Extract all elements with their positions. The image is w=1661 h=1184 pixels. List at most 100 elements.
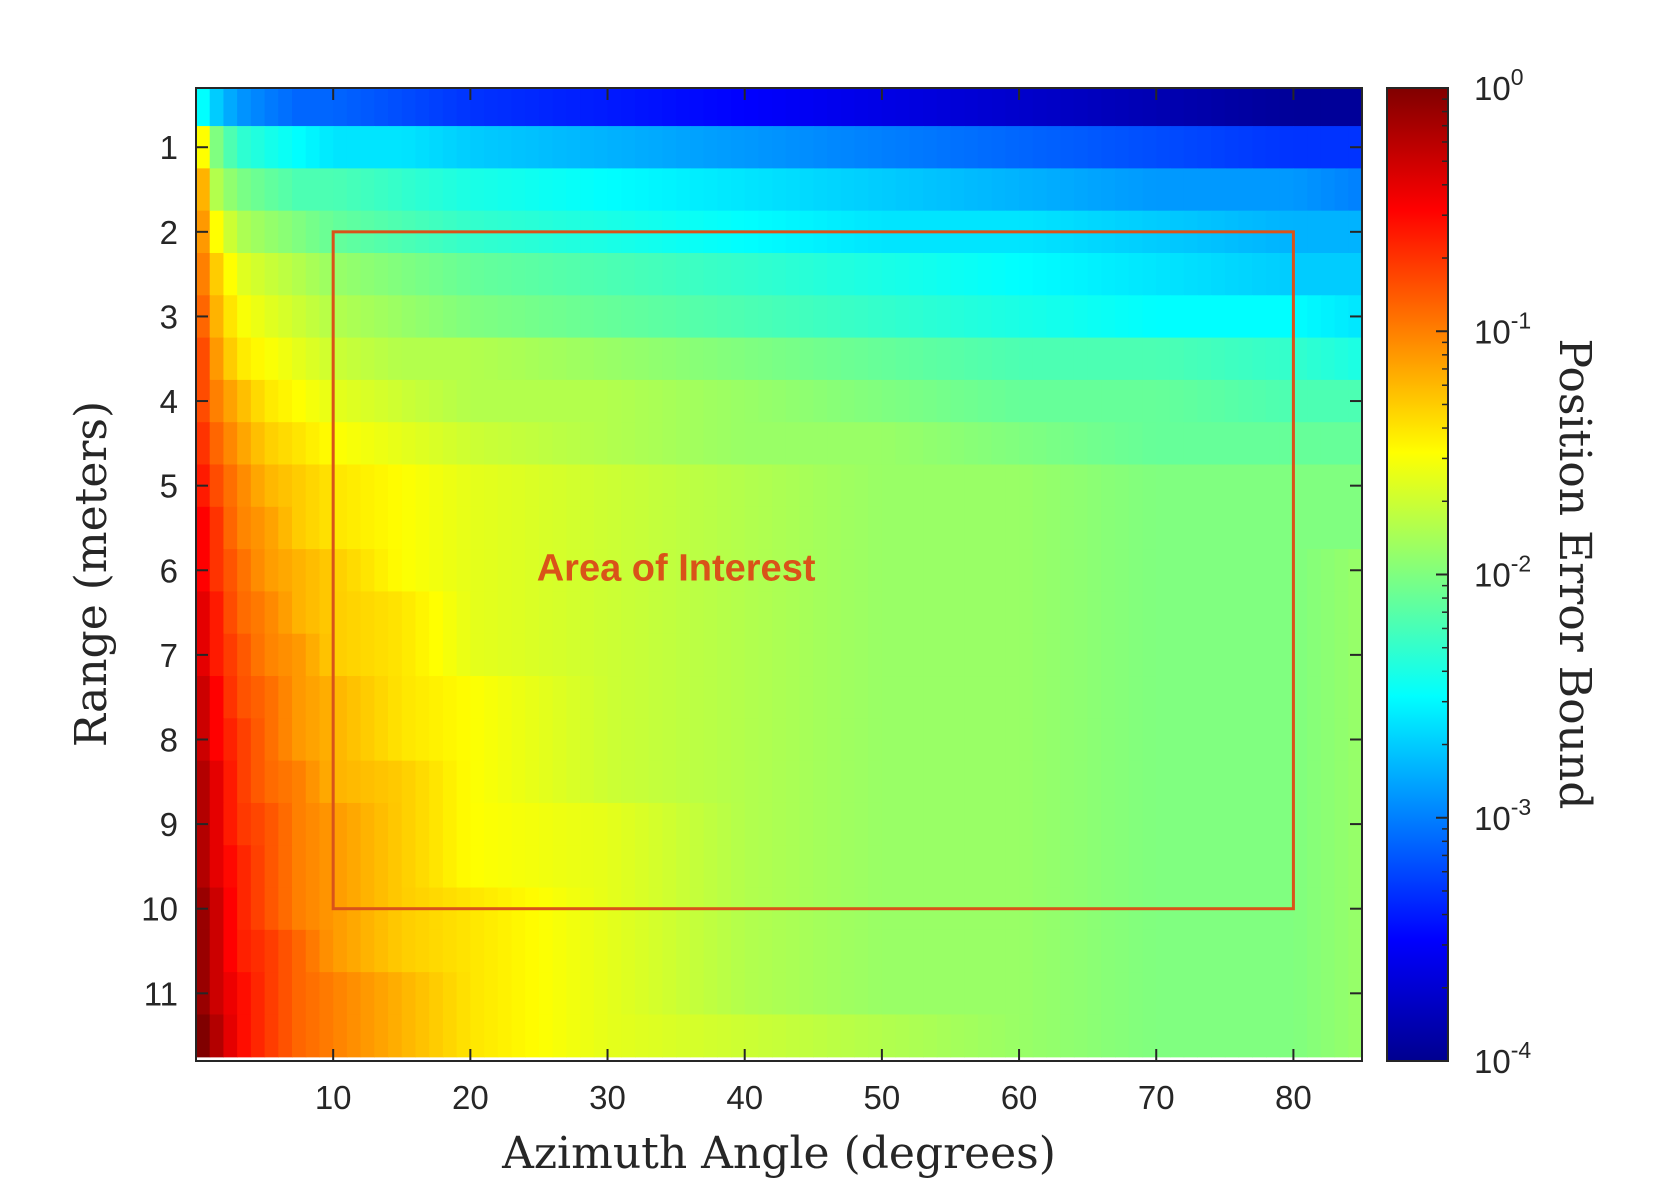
heatmap-cell xyxy=(827,126,842,169)
heatmap-cell xyxy=(305,168,321,212)
heatmap-cell xyxy=(511,252,526,296)
heatmap-cell xyxy=(909,676,924,719)
heatmap-cell xyxy=(250,464,266,508)
heatmap-cell xyxy=(1334,168,1349,212)
heatmap-cell xyxy=(209,718,225,762)
heatmap-cell xyxy=(374,337,389,381)
heatmap-cell xyxy=(854,549,869,593)
heatmap-cell xyxy=(484,633,499,677)
heatmap-cell xyxy=(1348,591,1362,635)
heatmap-cell xyxy=(868,633,883,677)
heatmap-cell xyxy=(950,549,965,593)
heatmap-cell xyxy=(730,929,746,973)
heatmap-cell xyxy=(593,88,609,127)
heatmap-cell xyxy=(1320,126,1336,169)
heatmap-cell xyxy=(662,633,677,677)
heatmap-cell xyxy=(250,422,266,466)
heatmap-cell xyxy=(1115,718,1130,762)
heatmap-cell xyxy=(264,633,279,677)
heatmap-cell xyxy=(538,168,554,212)
heatmap-cell xyxy=(1252,929,1267,973)
heatmap-cell xyxy=(1087,126,1102,169)
heatmap-cell xyxy=(634,464,650,508)
heatmap-cell xyxy=(415,422,430,466)
heatmap-cell xyxy=(881,845,897,889)
heatmap-cell xyxy=(1142,760,1157,804)
heatmap-cell xyxy=(991,464,1006,508)
heatmap-cell xyxy=(1211,676,1226,719)
heatmap-cell xyxy=(1211,506,1226,550)
heatmap-cell xyxy=(511,633,526,677)
heatmap-cell xyxy=(1348,1014,1362,1058)
heatmap-cell xyxy=(936,1014,952,1058)
heatmap-cell xyxy=(827,337,842,381)
heatmap-cell xyxy=(470,506,485,550)
heatmap-cell xyxy=(936,464,952,508)
heatmap-cell xyxy=(1183,379,1198,423)
heatmap-cell xyxy=(360,591,375,635)
heatmap-cell xyxy=(964,126,979,169)
heatmap-cell xyxy=(744,549,760,593)
heatmap-cell xyxy=(895,337,910,381)
heatmap-cell xyxy=(1101,845,1116,889)
heatmap-cell xyxy=(689,760,705,804)
heatmap-cell xyxy=(703,929,718,973)
heatmap-cell xyxy=(1005,802,1020,846)
heatmap-cell xyxy=(525,718,540,762)
heatmap-cell xyxy=(456,760,471,804)
heatmap-cell xyxy=(456,676,471,719)
heatmap-cell xyxy=(360,252,375,296)
heatmap-cell xyxy=(1265,337,1281,381)
heatmap-cell xyxy=(1307,845,1322,889)
heatmap-cell xyxy=(1128,168,1144,212)
heatmap-cell xyxy=(456,379,471,423)
heatmap-cell xyxy=(1348,929,1362,973)
heatmap-cell xyxy=(895,464,910,508)
heatmap-cell xyxy=(854,1014,869,1058)
heatmap-cell xyxy=(827,1014,842,1058)
heatmap-cell xyxy=(264,549,279,593)
heatmap-cell xyxy=(881,1014,897,1058)
heatmap-cell xyxy=(689,1014,705,1058)
heatmap-cell xyxy=(1005,1014,1020,1058)
heatmap-cell xyxy=(538,549,554,593)
heatmap-cell xyxy=(346,506,362,550)
heatmap-cell xyxy=(648,506,663,550)
heatmap-cell xyxy=(977,379,993,423)
heatmap-cell xyxy=(1279,126,1295,169)
heatmap-cell xyxy=(196,676,211,719)
heatmap-cell xyxy=(1197,718,1212,762)
heatmap-cell xyxy=(237,337,252,381)
heatmap-cell xyxy=(305,422,321,466)
heatmap-cell xyxy=(881,252,897,296)
heatmap-cell xyxy=(360,549,375,593)
heatmap-cell xyxy=(593,506,609,550)
heatmap-cell xyxy=(1128,1014,1144,1058)
heatmap-cell xyxy=(936,972,952,1016)
heatmap-cell xyxy=(388,252,403,296)
heatmap-cell xyxy=(744,295,760,339)
heatmap-cell xyxy=(991,972,1006,1016)
heatmap-cell xyxy=(799,252,814,296)
heatmap-cell xyxy=(374,549,389,593)
colorbar-tick-label: 10-3 xyxy=(1474,794,1531,837)
heatmap-cell xyxy=(730,845,746,889)
heatmap-cell xyxy=(538,929,554,973)
heatmap-cell xyxy=(717,1014,732,1058)
heatmap-cell xyxy=(923,126,938,169)
heatmap-cell xyxy=(1101,126,1116,169)
heatmap-cell xyxy=(401,633,417,677)
heatmap-cell xyxy=(1197,379,1212,423)
heatmap-cell xyxy=(442,1014,458,1058)
heatmap-cell xyxy=(1183,126,1198,169)
heatmap-cell xyxy=(1073,337,1089,381)
heatmap-cell xyxy=(1197,168,1212,212)
heatmap-cell xyxy=(346,1014,362,1058)
heatmap-cell xyxy=(456,802,471,846)
heatmap-cell xyxy=(1087,718,1102,762)
heatmap-cell xyxy=(292,760,307,804)
heatmap-cell xyxy=(730,972,746,1016)
heatmap-cell xyxy=(689,88,705,127)
heatmap-cell xyxy=(388,88,403,127)
heatmap-cell xyxy=(278,760,293,804)
